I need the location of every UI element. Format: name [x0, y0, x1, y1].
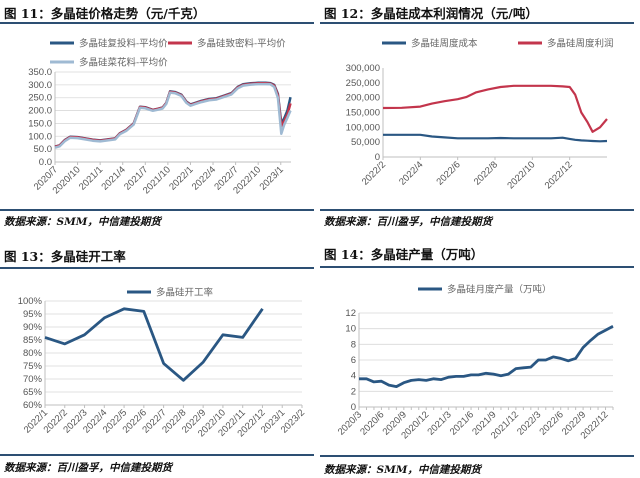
- y-tick-label: 10: [345, 324, 356, 335]
- y-tick-label: 12: [345, 308, 356, 319]
- x-tick-label: 2022/4: [190, 164, 218, 192]
- x-tick-label: 2023/1: [258, 164, 286, 192]
- divider: [0, 209, 314, 211]
- legend-label: 多晶硅周度利润: [547, 38, 614, 50]
- x-tick-label: 2022/6: [434, 159, 462, 187]
- y-tick-label: 90%: [23, 322, 43, 333]
- figure-title: 图 12：多晶硅成本利润情况（元/吨）: [324, 6, 538, 21]
- figure-14: 图 14：多晶硅产量（万吨） 0 2 4 6 8 10 12 2020/3 2020/6 2020…: [320, 240, 640, 478]
- cost-profit-chart: 0 50,000 100,000 150,000 200,000 250,000 300,0…: [346, 38, 614, 192]
- y-tick-label: 300.0: [28, 80, 52, 91]
- y-tick-label: 100%: [18, 296, 43, 307]
- x-tick-label: 2022/12: [543, 159, 575, 191]
- y-tick-label: 65%: [23, 387, 43, 398]
- y-tick-label: 350.0: [28, 67, 52, 78]
- figure-title: 图 11：多晶硅价格走势（元/千克）: [4, 6, 206, 21]
- legend-label: 多晶硅周度成本: [411, 38, 478, 50]
- y-tick-label: 85%: [23, 335, 43, 346]
- divider: [0, 22, 314, 24]
- y-tick-label: 60%: [23, 400, 43, 411]
- x-tick-label: 2022/1: [167, 164, 195, 192]
- x-tick-label: 2020/3: [336, 409, 364, 437]
- divider: [320, 209, 634, 211]
- y-tick-label: 100.0: [28, 131, 52, 142]
- divider: [320, 455, 634, 457]
- x-tick-label: 2021/1: [77, 164, 105, 192]
- x-tick-label: 2022/6: [537, 409, 565, 437]
- legend-label: 多晶硅菜花料-平均价: [79, 57, 168, 69]
- y-tick-label: 150.0: [28, 118, 52, 129]
- divider: [320, 266, 634, 268]
- y-tick-label: 4: [351, 371, 356, 382]
- legend-label: 多晶硅致密料-平均价: [197, 38, 286, 50]
- x-tick-label: 2021/6: [448, 409, 476, 437]
- y-tick-label: 95%: [23, 309, 43, 320]
- x-tick-label: 2021/3: [425, 409, 453, 437]
- series-line: [383, 133, 608, 143]
- y-tick-label: 2: [351, 386, 356, 397]
- source-note: 数据来源：SMM，中信建投期货: [4, 216, 161, 228]
- y-tick-label: 8: [351, 339, 356, 350]
- source-note: 数据来源：百川盈孚，中信建投期货: [4, 462, 172, 474]
- y-tick-label: 250.0: [28, 93, 52, 104]
- x-tick-label: 2022/3: [515, 409, 543, 437]
- figure-title: 图 14：多晶硅产量（万吨）: [324, 247, 484, 262]
- x-tick-label: 2022/2: [360, 159, 388, 187]
- utilization-rate-chart: 60%65%70%75%80%85%90%95%100%2022/12022/2…: [18, 287, 307, 440]
- y-tick-label: 0: [351, 402, 356, 413]
- y-tick-label: 150,000: [346, 108, 380, 119]
- y-tick-label: 50,000: [351, 137, 380, 148]
- y-tick-label: 0.0: [39, 157, 52, 168]
- x-tick-label: 2020/6: [358, 409, 386, 437]
- divider: [320, 22, 634, 24]
- y-tick-label: 70%: [23, 374, 43, 385]
- series-line: [359, 325, 614, 389]
- x-tick-label: 2021/4: [100, 164, 128, 192]
- monthly-output-chart: 0246810122020/32020/62020/92020/122021/3…: [336, 284, 614, 441]
- y-tick-label: 80%: [23, 348, 43, 359]
- legend-label: 多晶硅开工率: [156, 287, 214, 299]
- x-tick-label: 2022/10: [505, 159, 537, 191]
- series-line: [382, 84, 608, 133]
- source-note: 数据来源：百川盈孚，中信建投期货: [324, 216, 492, 228]
- divider: [0, 267, 314, 269]
- y-tick-label: 6: [351, 355, 356, 366]
- source-note: 数据来源：SMM，中信建投期货: [324, 464, 481, 476]
- y-tick-label: 250,000: [346, 78, 380, 89]
- y-tick-label: 200.0: [28, 106, 52, 117]
- y-tick-label: 300,000: [346, 63, 380, 74]
- legend-label: 多晶硅月度产量（万吨）: [447, 284, 552, 296]
- y-tick-label: 75%: [23, 361, 43, 372]
- figure-13: 图 13：多晶硅开工率 60% 65% 70% 75% 80% 85% 90% 95% 100%…: [0, 240, 320, 478]
- legend-label: 多晶硅复投料-平均价: [79, 38, 168, 50]
- y-tick-label: 0: [375, 152, 380, 163]
- divider: [0, 454, 314, 456]
- figure-title: 图 13：多晶硅开工率: [4, 249, 126, 264]
- x-tick-label: 2022/4: [397, 159, 425, 187]
- x-tick-label: 2022/8: [472, 159, 500, 187]
- figure-11: 图 11：多晶硅价格走势（元/千克） 0.0 50.0 100.0 150.0 200.…: [0, 0, 320, 238]
- y-tick-label: 50.0: [34, 144, 53, 155]
- y-tick-label: 200,000: [346, 93, 380, 104]
- figure-12: 图 12：多晶硅成本利润情况（元/吨） 0 50,000 100,000 150,00…: [320, 0, 640, 238]
- series-line: [54, 82, 292, 149]
- series-line: [44, 307, 264, 382]
- y-tick-label: 100,000: [346, 122, 380, 133]
